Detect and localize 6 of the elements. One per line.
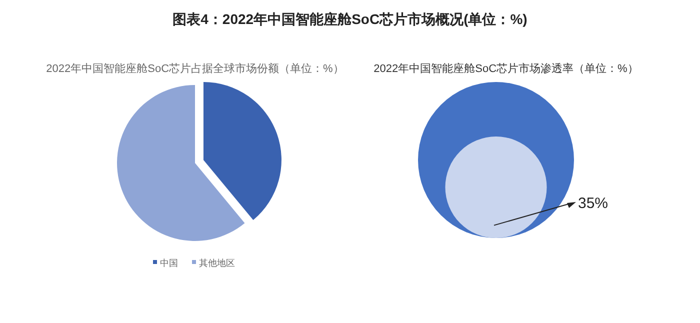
legend-label: 其他地区 — [199, 258, 235, 268]
legend-label: 中国 — [160, 258, 178, 268]
text: 2022年中国智能座舱SoC芯片市场渗透率（单位：%） — [374, 62, 638, 75]
text: 图表4：2022年中国智能座舱SoC芯片市场概况(单位：%) — [172, 11, 528, 27]
chart-subtitle: 2022年中国智能座舱SoC芯片占据全球市场份额（单位：%） — [46, 62, 344, 75]
data-label: 35% — [578, 195, 608, 212]
